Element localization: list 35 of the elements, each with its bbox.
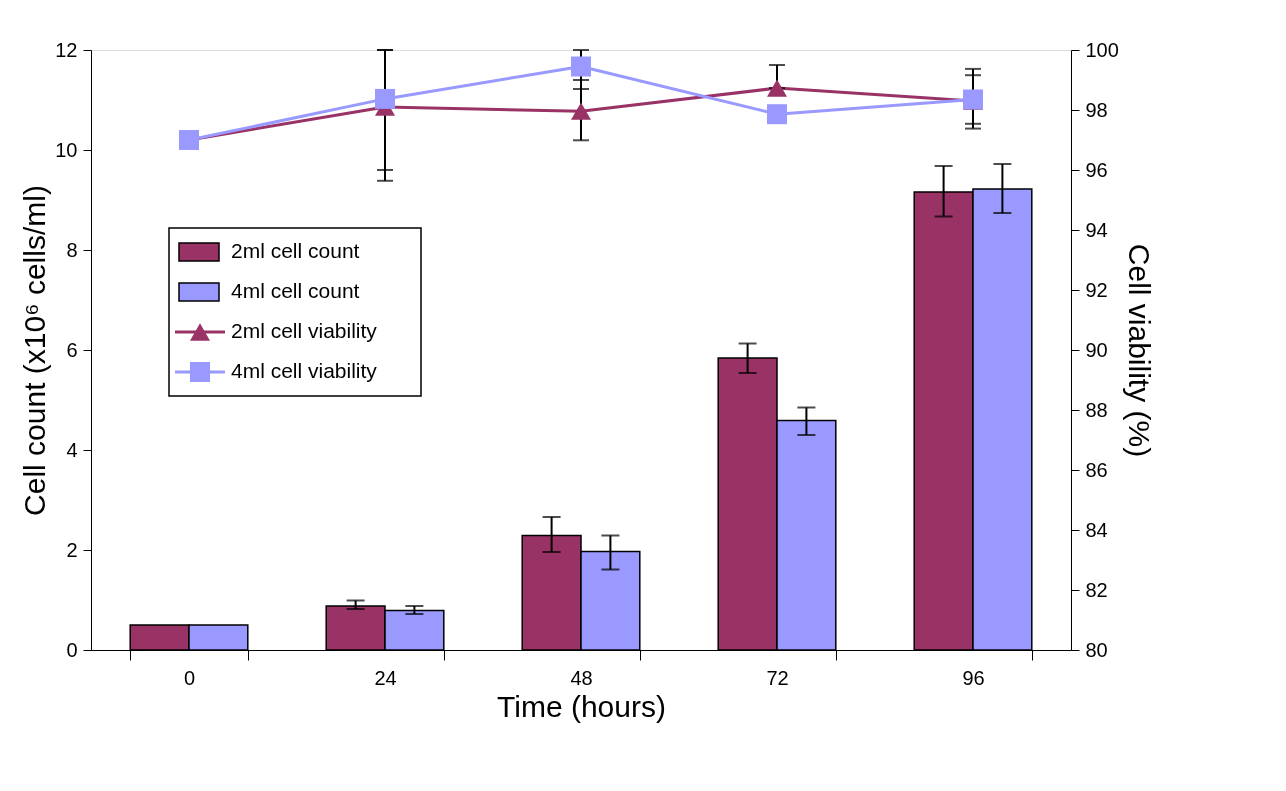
y2-tick-label: 90 [1085, 338, 1108, 361]
y-tick-label: 2 [66, 538, 78, 561]
legend-label: 2ml cell viability [231, 319, 378, 342]
y2-tick-label: 86 [1085, 458, 1108, 481]
x-tick-label: 72 [766, 666, 789, 689]
legend-label: 2ml cell count [231, 239, 360, 262]
x-tick-label: 24 [374, 666, 397, 689]
y2-tick-label: 82 [1085, 578, 1108, 601]
point [571, 56, 591, 77]
point [767, 79, 787, 97]
legend-label: 4ml cell viability [231, 359, 378, 382]
y2-tick-label: 98 [1085, 98, 1108, 121]
y2-tick-label: 92 [1085, 278, 1108, 301]
y2-tick-label: 96 [1085, 158, 1108, 181]
y-tick-label: 8 [66, 238, 78, 261]
x-tick-label: 96 [962, 666, 985, 689]
point [571, 102, 591, 120]
y-tick-label: 12 [55, 38, 78, 61]
point [375, 88, 395, 109]
legend-label: 4ml cell count [231, 279, 360, 302]
y2-tick-label: 84 [1085, 518, 1108, 541]
y2-axis-title: Cell viability (%) [1122, 243, 1156, 458]
y2-tick-label: 94 [1085, 218, 1108, 241]
y2-tick-label: 100 [1085, 38, 1119, 61]
y-axis-title: Cell count (x10⁶ cells/ml) [18, 185, 52, 516]
x-tick-label: 0 [183, 666, 196, 689]
y2-tick-label: 80 [1085, 638, 1108, 661]
y-tick-label: 4 [66, 438, 78, 461]
x-axis-title: Time (hours) [497, 689, 666, 723]
point [767, 104, 787, 125]
y-tick-label: 10 [55, 138, 78, 161]
x-tick-label: 48 [570, 666, 593, 689]
y-tick-label: 6 [66, 338, 78, 361]
y-tick-label: 0 [66, 638, 78, 661]
y2-tick-label: 88 [1085, 398, 1108, 421]
